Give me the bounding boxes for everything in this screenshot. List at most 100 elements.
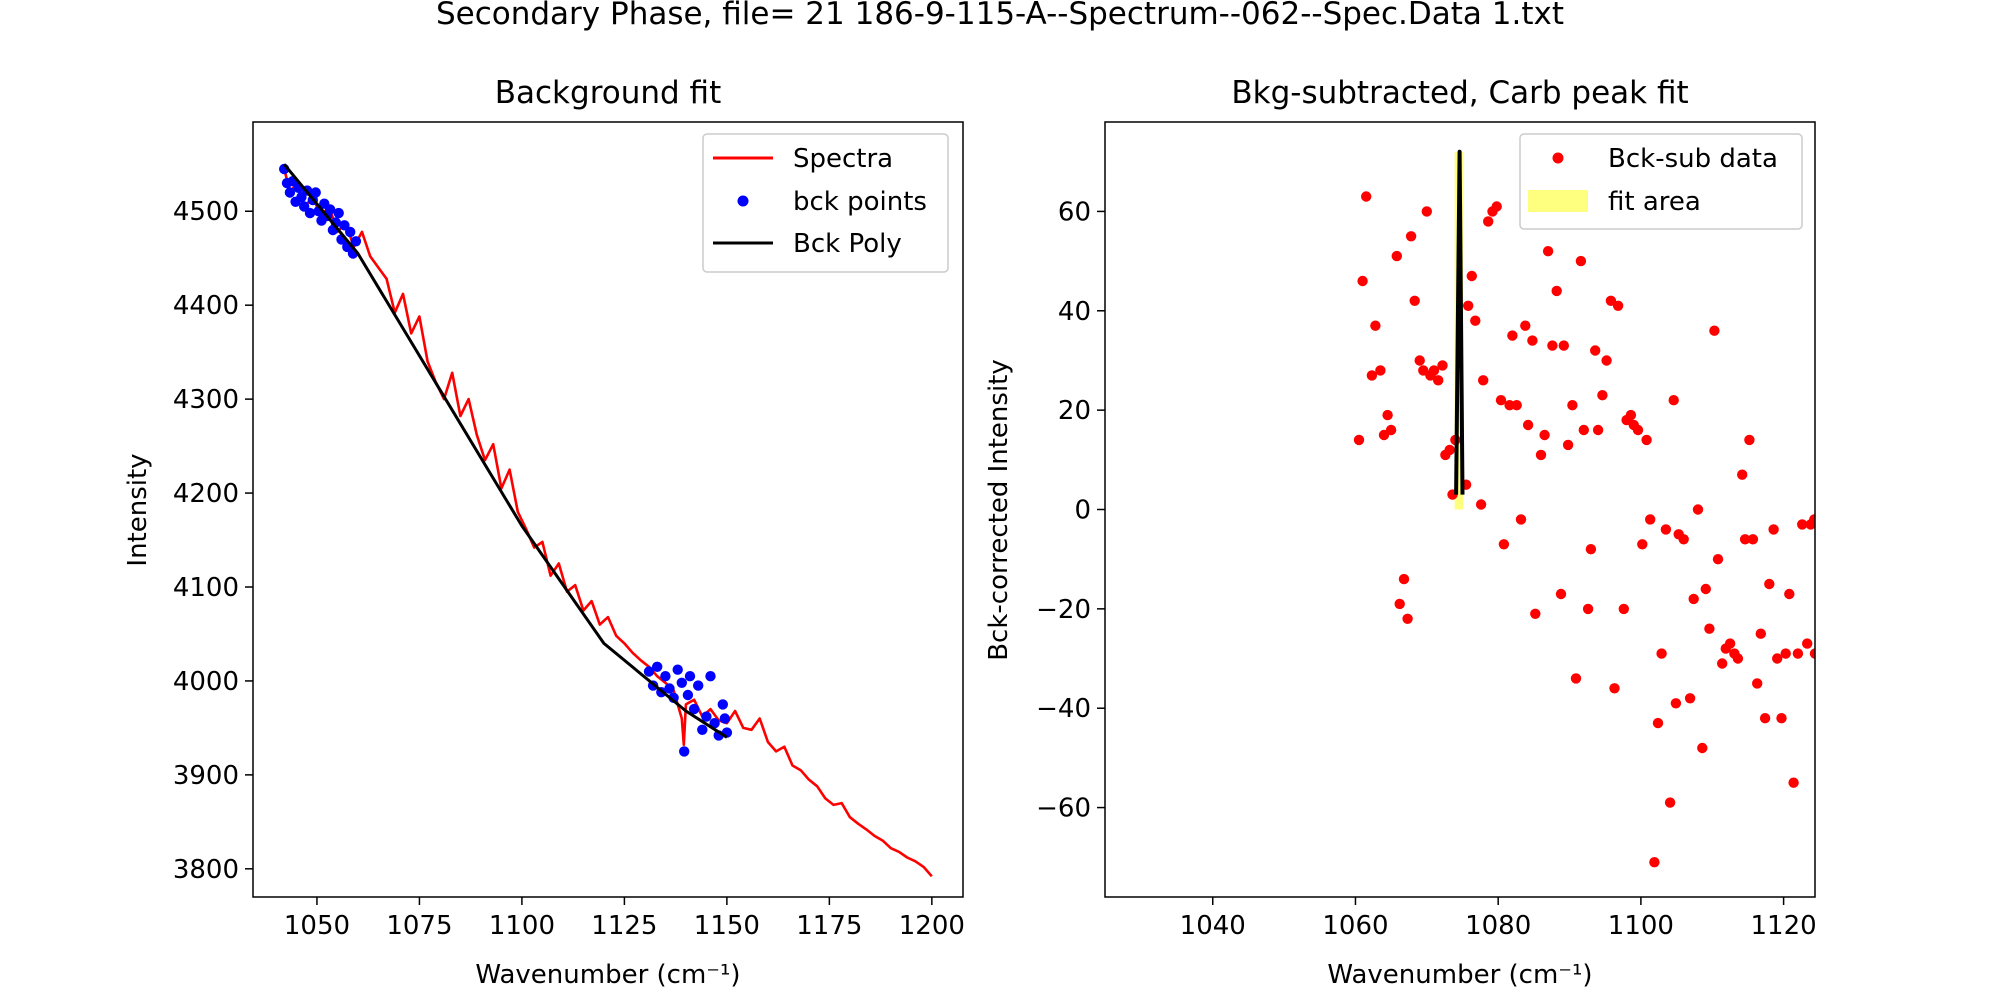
bck-sub-point xyxy=(1375,365,1386,376)
bck-sub-point xyxy=(1776,713,1787,724)
bck-sub-point xyxy=(1747,534,1759,545)
bck-sub-point xyxy=(1542,246,1554,257)
y-tick-label: 4000 xyxy=(173,667,239,697)
bck-point xyxy=(705,671,716,682)
bck-sub-point xyxy=(1535,449,1547,461)
bck-sub-point xyxy=(1809,648,1815,659)
bck-sub-point xyxy=(1759,713,1771,724)
bck-sub-point xyxy=(1664,797,1676,808)
bck-sub-point xyxy=(1739,534,1751,545)
bck-sub-point xyxy=(1466,270,1478,282)
bck-sub-point xyxy=(1737,469,1748,480)
bck-point xyxy=(717,699,728,710)
bck-sub-point xyxy=(1547,340,1558,351)
x-tick-label: 1150 xyxy=(694,911,760,941)
bck-point xyxy=(684,671,696,682)
bck-sub-point xyxy=(1570,673,1582,684)
bck-sub-point xyxy=(1641,434,1652,446)
y-tick-label: −40 xyxy=(1036,694,1091,724)
panel0-y-ticks: 3800 3900 4000 4100 4200 4300 4400 4500 xyxy=(173,197,253,885)
bck-sub-point xyxy=(1578,424,1590,436)
bck-sub-point xyxy=(1792,648,1804,659)
spectra-line xyxy=(282,168,933,878)
panel0-title: Background fit xyxy=(495,75,721,111)
panel1-ylabel: Bck-corrected Intensity xyxy=(984,359,1014,661)
panel1-legend: Bck-sub data fit area xyxy=(1519,133,1803,230)
y-tick-label: −20 xyxy=(1036,595,1091,625)
x-tick-label: 1060 xyxy=(1322,911,1388,941)
bck-sub-point xyxy=(1421,206,1433,217)
bck-sub-point xyxy=(1437,360,1448,371)
bck-sub-point xyxy=(1601,355,1612,366)
bck-sub-point xyxy=(1772,653,1783,664)
bck-sub-point xyxy=(1353,434,1365,446)
y-tick-label: 3900 xyxy=(173,761,239,791)
bck-point xyxy=(688,703,700,715)
bck-sub-point xyxy=(1470,315,1481,326)
panel1-xlabel: Wavenumber (cm⁻¹) xyxy=(1327,960,1592,990)
x-tick-label: 1075 xyxy=(386,911,452,941)
bck-sub-point xyxy=(1428,365,1440,376)
legend-spectra-label: Spectra xyxy=(793,144,893,174)
x-tick-label: 1100 xyxy=(1608,911,1674,941)
bck-sub-point xyxy=(1768,524,1779,535)
bck-point xyxy=(304,207,316,219)
bck-sub-point xyxy=(1592,424,1604,436)
bck-sub-point xyxy=(1752,678,1763,689)
bck-sub-point xyxy=(1597,390,1608,401)
bck-sub-point xyxy=(1590,345,1601,356)
bck-sub-point xyxy=(1632,424,1644,436)
bck-sub-point xyxy=(1656,648,1667,659)
bck-sub-point xyxy=(1744,434,1755,446)
bck-sub-point xyxy=(1522,419,1534,431)
bck-sub-point xyxy=(1385,424,1397,436)
bck-point xyxy=(324,204,336,215)
legend-bck-sub-swatch xyxy=(1552,152,1564,164)
bck-sub-point xyxy=(1357,275,1368,287)
bck-sub-point xyxy=(1712,554,1724,565)
bck-sub-point xyxy=(1495,395,1507,406)
bck-point xyxy=(676,677,687,688)
bck-sub-point xyxy=(1802,638,1813,649)
legend-fit-area-swatch xyxy=(1528,190,1588,212)
bck-point xyxy=(709,718,720,729)
bck-sub-point xyxy=(1498,539,1510,550)
bck-sub-point xyxy=(1670,698,1682,709)
legend-bck-poly-label: Bck Poly xyxy=(793,229,902,259)
bck-sub-point xyxy=(1575,255,1587,267)
bck-sub-point xyxy=(1530,608,1541,619)
bck-sub-point xyxy=(1402,613,1413,624)
bck-sub-point xyxy=(1709,325,1720,336)
panel0-ylabel: Intensity xyxy=(123,453,153,566)
bck-sub-point xyxy=(1717,658,1728,669)
bck-sub-point xyxy=(1612,300,1624,311)
panel1-y-ticks: −60 −40 −20 0 20 40 60 xyxy=(1036,197,1105,824)
bck-sub-point xyxy=(1507,330,1518,341)
bck-point xyxy=(672,664,683,675)
x-tick-label: 1125 xyxy=(591,911,657,941)
y-tick-label: 40 xyxy=(1058,297,1091,327)
bck-point xyxy=(682,689,694,701)
bck-sub-point xyxy=(1704,623,1715,634)
bck-sub-point xyxy=(1788,777,1799,788)
x-tick-label: 1120 xyxy=(1751,911,1817,941)
bck-sub-point xyxy=(1649,857,1660,868)
bck-sub-point xyxy=(1660,524,1672,535)
bck-point xyxy=(693,680,704,691)
bck-sub-point xyxy=(1405,231,1417,242)
bck-sub-point xyxy=(1625,409,1637,421)
y-tick-label: −60 xyxy=(1036,794,1091,824)
bck-sub-point xyxy=(1652,717,1664,729)
bck-sub-point xyxy=(1678,534,1689,545)
panel0-axes-frame xyxy=(252,121,964,898)
bck-sub-point xyxy=(1409,295,1420,306)
bck-sub-point xyxy=(1585,544,1597,555)
x-tick-label: 1080 xyxy=(1465,911,1531,941)
bck-point xyxy=(643,666,655,677)
bck-point xyxy=(310,187,321,198)
bck-sub-point xyxy=(1637,539,1648,550)
figure-suptitle: Secondary Phase, file= 21 186-9-115-A--S… xyxy=(436,0,1564,32)
bck-sub-point xyxy=(1370,320,1381,331)
bck-sub-point xyxy=(1764,578,1775,590)
